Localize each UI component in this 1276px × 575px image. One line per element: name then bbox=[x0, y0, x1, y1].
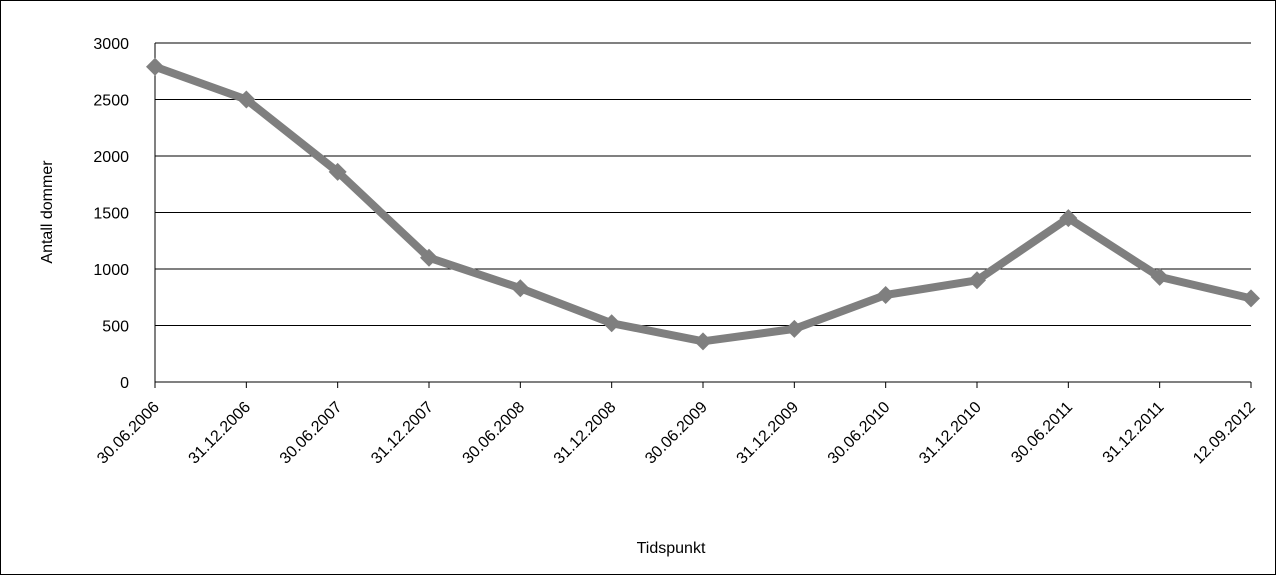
series-layer bbox=[146, 57, 1260, 351]
data-point-marker bbox=[1242, 289, 1260, 308]
data-point-marker bbox=[511, 279, 530, 298]
y-tick-label: 2000 bbox=[93, 149, 129, 166]
y-tick-label: 1000 bbox=[93, 262, 129, 279]
x-tick-label: 31.12.2009 bbox=[734, 399, 803, 468]
x-tick-label: 31.12.2006 bbox=[186, 399, 255, 468]
x-axis-title: Tidspunkt bbox=[637, 540, 706, 557]
x-tick-label: 30.06.2010 bbox=[825, 399, 894, 468]
data-point-marker bbox=[694, 332, 712, 351]
y-tick-label: 1500 bbox=[93, 206, 129, 223]
x-tick-label: 31.12.2011 bbox=[1100, 399, 1168, 467]
y-tick-label: 0 bbox=[120, 375, 129, 392]
x-tick-label: 30.06.2011 bbox=[1008, 399, 1076, 467]
x-tick-label: 30.06.2007 bbox=[277, 399, 346, 468]
data-point-marker bbox=[602, 314, 621, 333]
x-tick-label: 31.12.2008 bbox=[551, 399, 620, 468]
data-point-marker bbox=[876, 285, 895, 304]
y-axis-title: Antall dommer bbox=[39, 160, 56, 264]
x-tick-label: 12.09.2012 bbox=[1190, 399, 1259, 468]
x-tick-label: 30.06.2006 bbox=[94, 399, 163, 468]
data-point-marker bbox=[420, 248, 438, 267]
data-point-marker bbox=[328, 162, 347, 181]
x-tick-label: 30.06.2009 bbox=[642, 399, 711, 468]
series-line bbox=[151, 62, 1255, 346]
data-point-marker bbox=[968, 271, 986, 290]
y-tick-label: 2500 bbox=[93, 93, 129, 110]
y-tick-label: 500 bbox=[102, 319, 129, 336]
data-point-marker bbox=[1150, 267, 1169, 286]
y-tick-labels: 0 500 1000 1500 2000 2500 3000 bbox=[93, 36, 129, 392]
data-point-marker bbox=[1059, 209, 1078, 228]
data-point-marker bbox=[146, 57, 164, 76]
x-tick-label: 31.12.2010 bbox=[916, 399, 985, 468]
x-tick-label: 30.06.2008 bbox=[460, 399, 529, 468]
x-tick-labels: 30.06.2006 31.12.2006 30.06.2007 31.12.2007… bbox=[94, 399, 1259, 468]
y-tick-label: 3000 bbox=[93, 36, 129, 53]
x-tick-label: 31.12.2007 bbox=[368, 399, 437, 468]
data-point-marker bbox=[785, 319, 804, 338]
data-point-marker bbox=[237, 90, 256, 109]
